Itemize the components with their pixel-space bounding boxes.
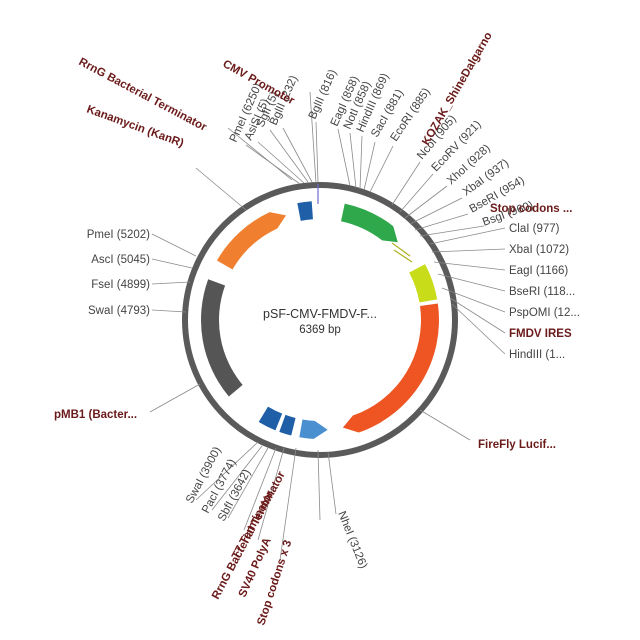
leader-line [227, 447, 269, 519]
leader-line [437, 273, 506, 292]
leader-line [414, 213, 469, 231]
leader-line [151, 309, 187, 313]
plasmid-length: 6369 bp [299, 324, 341, 336]
t7-terminator-block [279, 414, 296, 436]
leader-line [243, 447, 277, 531]
feature-label: Stop codons ... [490, 203, 572, 215]
leader-line [151, 281, 191, 285]
kanr-arc [216, 212, 287, 270]
leader-line [195, 441, 259, 501]
site-label: XbaI (1072) [509, 244, 569, 256]
leader-line [369, 145, 394, 193]
leader-line [211, 445, 263, 511]
leader-line [431, 248, 506, 253]
leader-line [151, 233, 197, 257]
feature-arcs [201, 201, 439, 439]
leader-line [363, 141, 376, 191]
site-label: HindIII (1... [509, 349, 565, 361]
backbone-circle [182, 182, 458, 458]
site-label: FseI (4899) [91, 279, 150, 291]
leader-line [449, 297, 506, 334]
site-label: SwaI (4793) [88, 305, 150, 317]
fmdv-ires-arc [409, 264, 438, 303]
site-label: ClaI (977) [509, 223, 560, 235]
leader-line [257, 141, 305, 184]
site-label: AscI (5045) [91, 254, 150, 266]
leader-line [149, 383, 201, 413]
site-tick [391, 242, 411, 257]
leader-line [279, 447, 297, 561]
leader-line [337, 128, 351, 187]
rrng-terminator-block-bottom [258, 406, 283, 431]
leader-line [282, 127, 313, 183]
plasmid-name: pSF-CMV-FMDV-F... [263, 307, 377, 321]
leader-line [227, 127, 293, 181]
leader-line [269, 129, 309, 183]
leader-line [327, 451, 337, 515]
leader-line [317, 449, 321, 521]
leader-line [433, 261, 506, 271]
site-label: PmeI (5202) [87, 229, 150, 241]
site-label: PspOMI (12... [509, 307, 580, 319]
leader-line [409, 197, 463, 225]
leader-line [419, 409, 471, 441]
leader-lines [149, 91, 506, 561]
firefly-luciferase-arc [342, 303, 439, 433]
leader-line [315, 121, 319, 183]
leader-line [391, 161, 421, 206]
leader-line [429, 227, 506, 245]
site-label: NheI (3126) [335, 510, 369, 571]
leader-line [404, 185, 448, 219]
site-label: BseRI (118... [509, 286, 575, 298]
leader-line [441, 287, 506, 313]
cmv-promoter-arc [341, 203, 398, 243]
leader-line [451, 303, 506, 355]
rrng-terminator-block-top [297, 201, 313, 221]
leader-line [195, 167, 247, 211]
feature-label: pMB1 (Bacter... [54, 409, 137, 421]
feature-label: FMDV IRES [509, 328, 572, 340]
site-label: EagI (1166) [509, 265, 568, 277]
site-tick [393, 249, 413, 263]
leader-line [359, 135, 363, 190]
leader-line [349, 132, 357, 189]
sv40-polya-arc [299, 419, 328, 439]
feature-label: FireFly Lucif... [478, 439, 556, 451]
leader-line [257, 447, 285, 541]
leader-line [399, 173, 434, 213]
leader-line [309, 91, 317, 184]
leader-line [419, 225, 485, 237]
pmb1-ori-arc [201, 279, 243, 397]
feature-label: KOZAK_ShineDalgarno [420, 30, 495, 147]
leader-line [151, 258, 193, 269]
